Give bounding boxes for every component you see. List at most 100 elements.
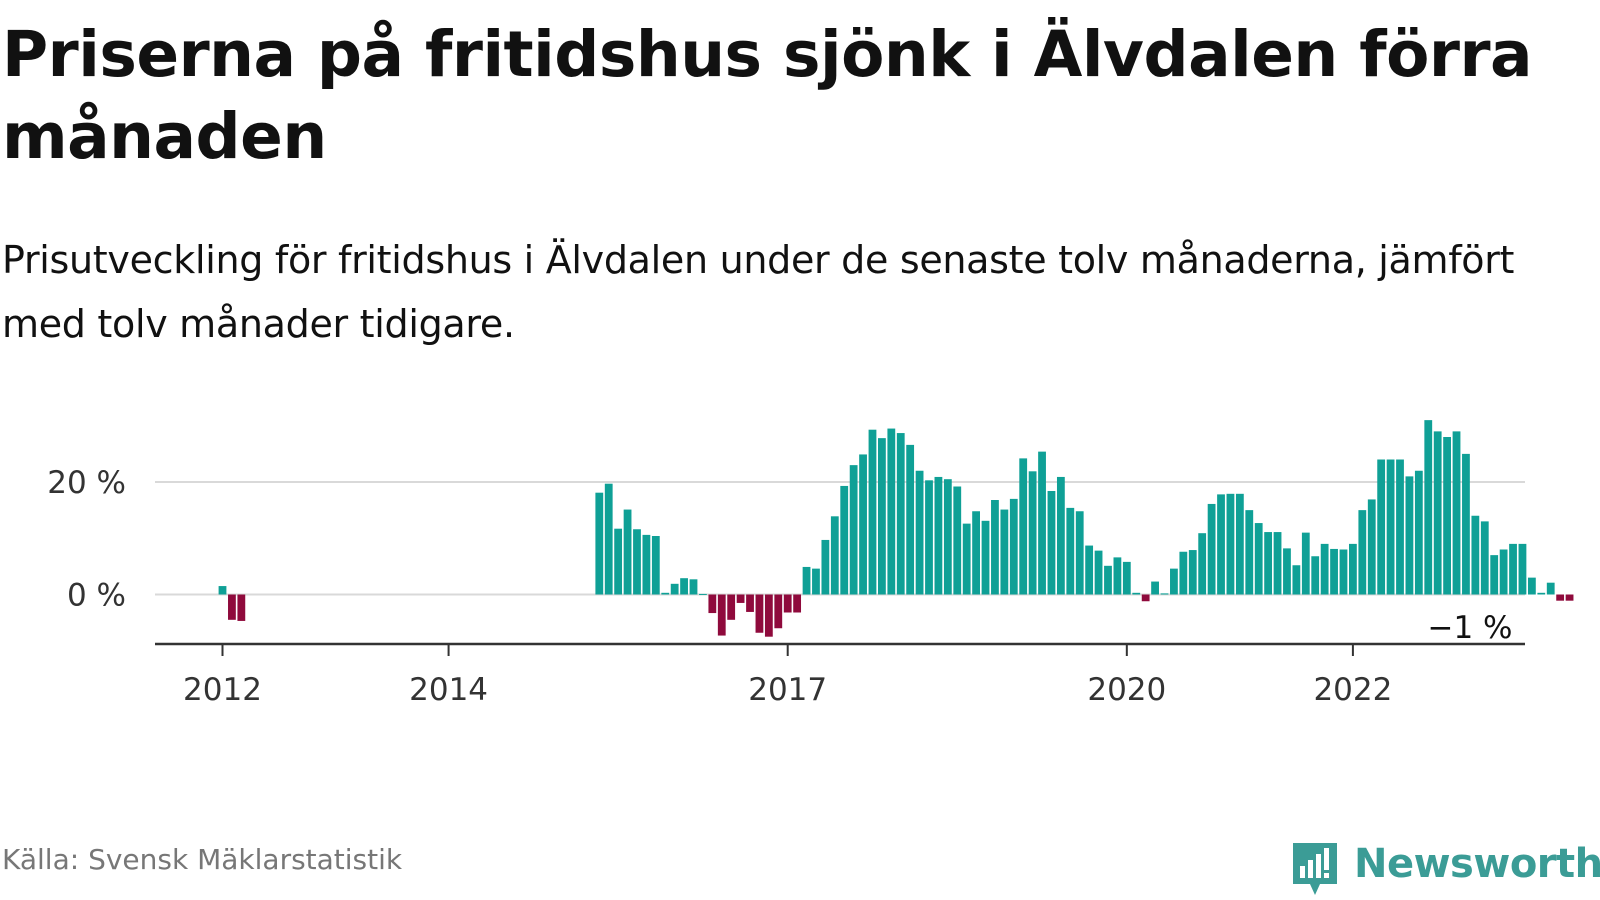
x-tick-label-2020: 2020 [1087,672,1166,708]
bar-2017-08 [849,465,858,595]
bar-2018-11 [991,500,999,595]
bar-2021-02 [1245,510,1254,595]
bar-2022-02 [1358,510,1367,595]
bar-2017-06 [830,516,839,595]
bar-2019-02 [1019,458,1028,595]
x-tick-label-2012: 2012 [183,672,262,708]
bar-2019-07 [1066,507,1075,595]
chart-subtitle: Prisutveckling för fritidshus i Älvdalen… [2,238,1515,346]
y-axis-ticks: 0 % 20 % [47,465,126,614]
bar-2023-06 [1509,543,1517,595]
bar-2019-11 [1104,565,1112,595]
source-note: Källa: Svensk Mäklarstatistik [2,843,403,876]
bar-2021-08 [1301,532,1310,595]
bar-2022-07 [1405,476,1414,595]
bar-2021-06 [1283,548,1291,595]
bar-2015-07 [614,528,623,595]
bar-2023-04 [1490,555,1499,595]
grid-lines [155,481,1525,596]
bar-2022-11 [1443,437,1451,595]
last-value-label: −1 % [1427,610,1512,646]
bar-2018-12 [1000,509,1009,595]
bar-2012-01 [218,586,227,595]
bar-2018-03 [915,470,924,595]
bar-2017-11 [878,438,886,595]
bar-2018-10 [981,520,990,595]
bar-2021-01 [1235,493,1244,595]
bar-2016-04 [699,593,707,595]
bar-2016-05 [708,594,717,614]
chart-title: Priserna på fritidshus sjönk i Älvdalen … [2,18,1533,173]
bar-2016-03 [689,579,698,595]
bar-2021-12 [1339,549,1348,595]
bar-2017-12 [887,428,896,595]
bar-2021-03 [1254,523,1263,595]
bar-2021-10 [1320,543,1329,595]
bar-2019-01 [1009,498,1018,595]
bar-2017-10 [868,429,877,595]
bar-2017-02 [793,594,802,613]
x-axis-ticks: 2012 2014 2017 2020 2022 [183,644,1392,708]
bar-2015-09 [633,529,641,595]
bar-2018-06 [943,479,952,595]
bar-2022-10 [1433,431,1442,595]
bar-2016-11 [764,594,773,637]
bar-2016-07 [727,594,736,620]
bar-2022-01 [1349,543,1357,595]
bar-2019-09 [1085,545,1094,595]
bar-2012-02 [228,594,236,620]
bar-2023-10 [1546,582,1555,595]
bar-2020-07 [1179,551,1188,595]
bar-2023-08 [1527,577,1536,595]
bar-2015-11 [651,536,660,595]
bar-2020-11 [1217,494,1225,595]
brand-name: Newsworthy [1354,841,1600,887]
bar-2018-05 [934,476,943,595]
bar-2021-07 [1292,565,1301,595]
bar-2017-09 [859,454,867,595]
bar-2018-09 [972,511,980,595]
bar-2017-03 [802,566,811,595]
bar-2016-01 [670,583,679,595]
bar-2019-03 [1028,471,1037,595]
bar-2016-02 [680,578,688,595]
bar-2012-03 [237,594,246,621]
bar-2023-09 [1537,592,1546,595]
bar-2019-08 [1075,511,1084,595]
bar-2020-08 [1188,550,1197,595]
bar-2018-01 [896,433,905,595]
bar-2022-12 [1452,431,1461,595]
bar-2017-05 [821,539,830,595]
x-tick-label-2014: 2014 [409,672,488,708]
bar-2019-06 [1056,476,1065,595]
bar-2023-03 [1480,521,1489,595]
bar-2021-09 [1311,556,1320,595]
brand-logo-group: Newsworthy [1290,840,1600,900]
bar-2022-09 [1424,420,1433,595]
bar-2023-05 [1499,549,1508,595]
bar-2020-05 [1160,593,1169,595]
bar-2022-06 [1396,459,1404,595]
bar-2016-12 [774,594,783,629]
bar-2020-01 [1122,561,1131,595]
bar-2019-12 [1113,557,1122,595]
bar-undefined [1565,594,1574,601]
bar-2023-07 [1518,543,1527,595]
bar-2019-05 [1047,491,1056,595]
y-tick-label-20: 20 % [47,465,126,501]
bar-2021-05 [1273,532,1282,595]
bar-2022-08 [1414,470,1423,595]
x-tick-label-2017: 2017 [748,672,827,708]
bar-2022-03 [1367,499,1376,595]
bar-2020-09 [1198,533,1207,595]
bar-2023-02 [1471,515,1480,595]
bar-2023-01 [1462,453,1470,595]
bar-2022-05 [1386,459,1395,595]
bar-2020-03 [1141,594,1150,602]
bar-2019-04 [1038,451,1046,595]
bars [218,420,1574,637]
y-tick-label-0: 0 % [67,578,126,614]
bar-2016-09 [746,594,754,612]
bar-2016-10 [755,594,764,633]
bar-2018-02 [906,444,915,595]
